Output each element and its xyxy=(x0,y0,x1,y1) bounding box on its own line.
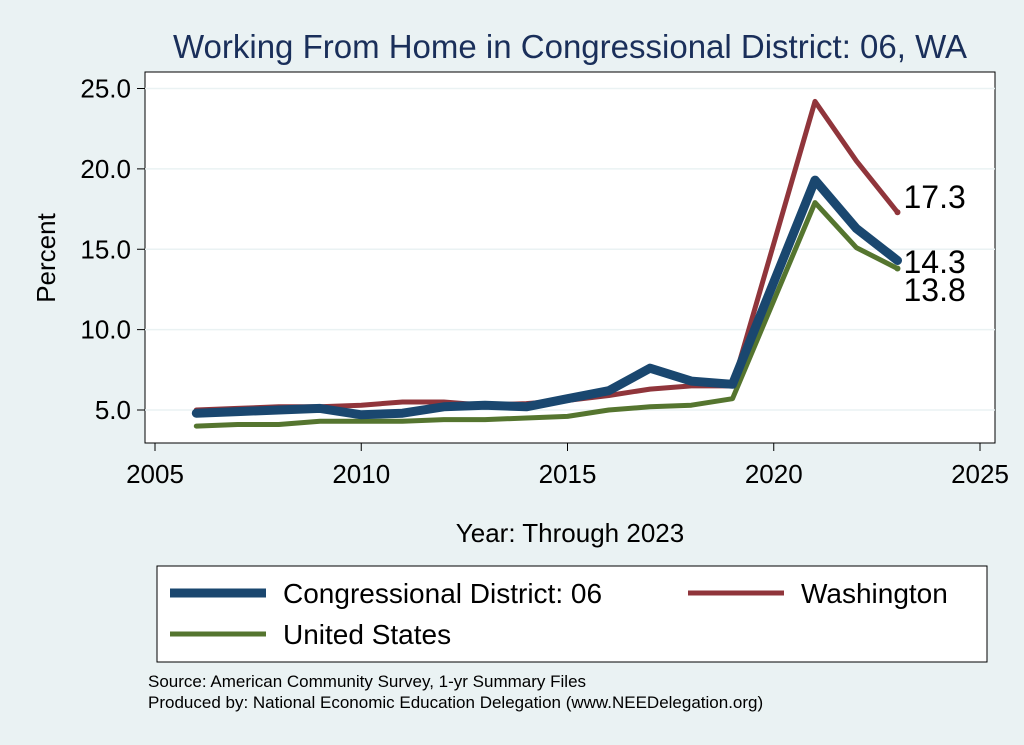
series-end-point xyxy=(894,265,901,272)
y-tick-label: 25.0 xyxy=(80,74,131,104)
x-tick-label: 2025 xyxy=(951,459,1009,489)
source-note: Source: American Community Survey, 1-yr … xyxy=(148,672,586,691)
legend-label: United States xyxy=(283,619,451,650)
y-axis-title: Percent xyxy=(31,212,61,302)
x-tick-label: 2020 xyxy=(745,459,803,489)
legend-box xyxy=(156,565,988,663)
chart-title: Working From Home in Congressional Distr… xyxy=(173,28,967,65)
x-tick-label: 2015 xyxy=(539,459,597,489)
series-end-label: 17.3 xyxy=(904,179,966,215)
produced-note: Produced by: National Economic Education… xyxy=(148,693,763,712)
legend-label: Washington xyxy=(801,578,948,609)
series-end-point xyxy=(894,257,901,264)
y-tick-label: 15.0 xyxy=(80,234,131,264)
series-end-label: 13.8 xyxy=(904,272,966,308)
series-end-label: 14.3 xyxy=(904,244,966,280)
plot-frame xyxy=(144,71,996,444)
legend-label: Congressional District: 06 xyxy=(283,578,602,609)
series-line-congressional-district-06 xyxy=(191,175,902,420)
x-axis-title: Year: Through 2023 xyxy=(456,518,684,548)
series-end-point xyxy=(894,209,901,216)
y-tick-label: 10.0 xyxy=(80,315,131,345)
x-tick-label: 2010 xyxy=(332,459,390,489)
series-line-united-states xyxy=(193,200,900,429)
y-tick-label: 20.0 xyxy=(80,154,131,184)
legend: Congressional District: 06 Washington Unit… xyxy=(156,565,988,663)
plot-area: 5.0 10.0 15.0 20.0 25.0 2005 2010 2015 2020 2025 1… xyxy=(80,71,1009,489)
x-tick-label: 2005 xyxy=(126,459,184,489)
y-tick-label: 5.0 xyxy=(95,395,131,425)
